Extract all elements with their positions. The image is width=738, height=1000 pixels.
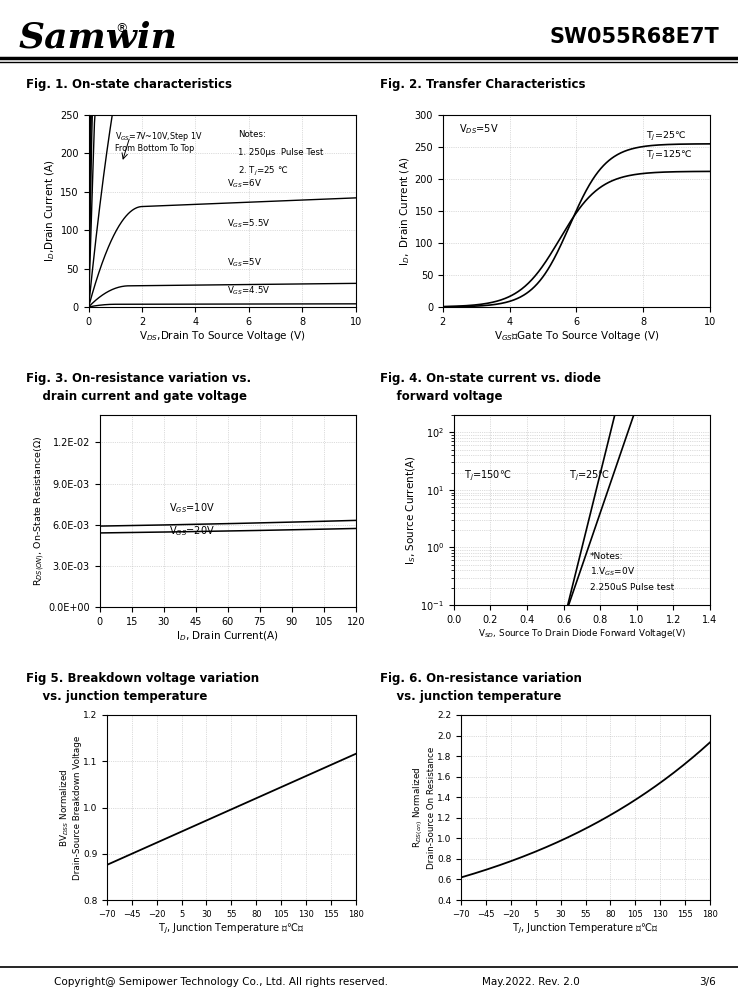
Text: Fig. 4. On-state current vs. diode: Fig. 4. On-state current vs. diode <box>380 372 601 385</box>
Text: 3/6: 3/6 <box>699 977 716 987</box>
Text: Fig. 1. On-state characteristics: Fig. 1. On-state characteristics <box>26 78 232 91</box>
Y-axis label: R$_{DS(on)}$ Normalized
Drain-Source On Resistance: R$_{DS(on)}$ Normalized Drain-Source On … <box>412 746 435 869</box>
Y-axis label: I$_D$,  Drain Current (A): I$_D$, Drain Current (A) <box>398 156 412 266</box>
Text: T$_j$=150℃: T$_j$=150℃ <box>464 468 511 483</box>
Text: Fig. 3. On-resistance variation vs.: Fig. 3. On-resistance variation vs. <box>26 372 251 385</box>
Text: V$_{GS}$=7V~10V,Step 1V: V$_{GS}$=7V~10V,Step 1V <box>115 130 203 143</box>
Text: V$_{GS}$=5V: V$_{GS}$=5V <box>227 257 263 269</box>
Text: drain current and gate voltage: drain current and gate voltage <box>26 390 246 403</box>
X-axis label: V$_{SD}$, Source To Drain Diode Forward Voltage(V): V$_{SD}$, Source To Drain Diode Forward … <box>478 628 686 641</box>
Text: Fig 5. Breakdown voltage variation: Fig 5. Breakdown voltage variation <box>26 672 259 685</box>
Y-axis label: I$_S$, Source Current(A): I$_S$, Source Current(A) <box>404 455 418 565</box>
Y-axis label: R$_{DS(ON)}$, On-State Resistance(Ω): R$_{DS(ON)}$, On-State Resistance(Ω) <box>32 436 47 586</box>
X-axis label: T$_J$, Junction Temperature （℃）: T$_J$, Junction Temperature （℃） <box>158 922 305 936</box>
Text: May.2022. Rev. 2.0: May.2022. Rev. 2.0 <box>483 977 580 987</box>
Text: 2. T$_j$=25 ℃: 2. T$_j$=25 ℃ <box>238 165 289 178</box>
Text: ®: ® <box>115 22 128 35</box>
Text: T$_j$=25℃: T$_j$=25℃ <box>646 129 686 143</box>
Text: 1. 250μs  Pulse Test: 1. 250μs Pulse Test <box>238 148 323 157</box>
Text: V$_{GS}$=6V: V$_{GS}$=6V <box>227 178 263 190</box>
Text: V$_{GS}$=4.5V: V$_{GS}$=4.5V <box>227 285 271 297</box>
X-axis label: I$_D$, Drain Current(A): I$_D$, Drain Current(A) <box>176 630 279 643</box>
Text: V$_{GS}$=10V: V$_{GS}$=10V <box>169 501 215 515</box>
Text: V$_{DS}$=5V: V$_{DS}$=5V <box>459 122 498 136</box>
Text: vs. junction temperature: vs. junction temperature <box>26 690 207 703</box>
Text: V$_{GS}$=20V: V$_{GS}$=20V <box>169 524 215 538</box>
X-axis label: V$_{DS}$,Drain To Source Voltage (V): V$_{DS}$,Drain To Source Voltage (V) <box>139 329 306 343</box>
Text: vs. junction temperature: vs. junction temperature <box>380 690 562 703</box>
Text: T$_j$=25℃: T$_j$=25℃ <box>569 468 610 483</box>
Y-axis label: BV$_{DSS}$ Normalized
Drain-Source Breakdown Voltage: BV$_{DSS}$ Normalized Drain-Source Break… <box>58 735 81 880</box>
X-axis label: T$_J$, Junction Temperature （℃）: T$_J$, Junction Temperature （℃） <box>512 922 659 936</box>
Text: Fig. 2. Transfer Characteristics: Fig. 2. Transfer Characteristics <box>380 78 585 91</box>
Text: From Bottom To Top: From Bottom To Top <box>115 144 195 153</box>
X-axis label: V$_{GS}$，Gate To Source Voltage (V): V$_{GS}$，Gate To Source Voltage (V) <box>494 329 659 343</box>
Text: SW055R68E7T: SW055R68E7T <box>550 27 720 47</box>
Text: *Notes:: *Notes: <box>590 552 623 561</box>
Text: 1.V$_{GS}$=0V: 1.V$_{GS}$=0V <box>590 566 635 578</box>
Y-axis label: I$_D$,Drain Current (A): I$_D$,Drain Current (A) <box>44 160 58 262</box>
Text: Copyright@ Semipower Technology Co., Ltd. All rights reserved.: Copyright@ Semipower Technology Co., Ltd… <box>55 977 388 987</box>
Text: Notes:: Notes: <box>238 130 266 139</box>
Text: forward voltage: forward voltage <box>380 390 503 403</box>
Text: T$_j$=125℃: T$_j$=125℃ <box>646 149 692 162</box>
Text: Samwin: Samwin <box>18 20 177 54</box>
Text: Fig. 6. On-resistance variation: Fig. 6. On-resistance variation <box>380 672 582 685</box>
Text: V$_{GS}$=5.5V: V$_{GS}$=5.5V <box>227 217 271 230</box>
Text: 2.250uS Pulse test: 2.250uS Pulse test <box>590 583 674 592</box>
